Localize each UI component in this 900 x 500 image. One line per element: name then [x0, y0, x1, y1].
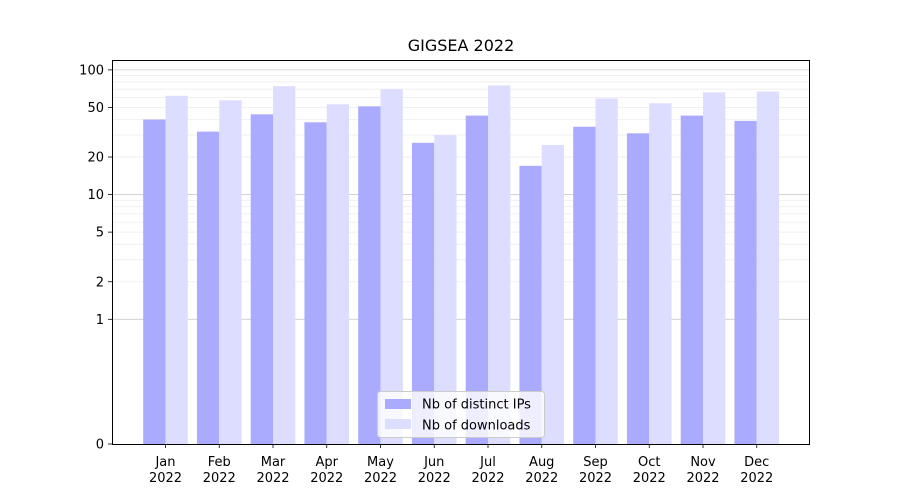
x-tick-label-year: 2022 — [579, 471, 612, 486]
bar-downloads — [649, 103, 672, 444]
chart-title: GIGSEA 2022 — [408, 36, 515, 55]
bar-distinct-ips — [626, 133, 650, 444]
y-tick-label: 1 — [96, 313, 104, 328]
legend-label-downloads: Nb of downloads — [422, 419, 531, 434]
bar-downloads — [434, 135, 457, 445]
x-tick-label-year: 2022 — [149, 471, 182, 486]
x-tick-label-month: Aug — [529, 455, 554, 470]
x-tick-label-year: 2022 — [364, 471, 397, 486]
y-tick-label: 5 — [96, 226, 104, 241]
bar-downloads — [273, 86, 296, 444]
x-tick-label-year: 2022 — [633, 471, 666, 486]
legend-label-distinct-ips: Nb of distinct IPs — [422, 398, 531, 413]
y-tick-label: 10 — [87, 188, 104, 203]
bar-downloads — [703, 92, 726, 445]
legend-swatch-distinct-ips — [385, 399, 411, 409]
bar-distinct-ips — [358, 106, 381, 444]
bars — [143, 85, 780, 445]
x-tick-label-year: 2022 — [471, 471, 504, 486]
x-tick-label-year: 2022 — [686, 471, 719, 486]
x-tick-label-month: Sep — [583, 455, 608, 470]
x-tick-label-year: 2022 — [310, 471, 343, 486]
x-tick-label-month: Jan — [154, 455, 175, 470]
bar-distinct-ips — [573, 126, 596, 444]
legend-box — [377, 391, 545, 438]
x-tick-label-year: 2022 — [418, 471, 451, 486]
bar-distinct-ips — [196, 131, 220, 445]
bar-downloads — [219, 100, 242, 445]
x-tick-label-month: Apr — [316, 455, 339, 470]
bar-downloads — [541, 144, 565, 445]
x-tick-label-year: 2022 — [525, 471, 558, 486]
y-tick-label: 50 — [87, 101, 104, 116]
plot-frame — [112, 60, 810, 445]
bar-distinct-ips — [465, 115, 488, 444]
y-tick-label: 100 — [79, 63, 104, 78]
y-tick-label: 20 — [87, 151, 104, 166]
bar-distinct-ips — [519, 165, 542, 444]
x-tick-label-month: Dec — [744, 455, 769, 470]
bar-downloads — [326, 104, 350, 445]
x-tick-label-month: Feb — [208, 455, 231, 470]
y-tick-label: 2 — [96, 275, 104, 290]
x-axis: Jan2022Feb2022Mar2022Apr2022May2022Jun20… — [149, 444, 773, 486]
bar-distinct-ips — [143, 119, 166, 444]
x-tick-label-month: Jul — [479, 455, 496, 470]
bar-distinct-ips — [250, 114, 273, 444]
bar-distinct-ips — [734, 120, 757, 444]
y-tick-label: 0 — [96, 438, 104, 453]
bar-downloads — [756, 91, 780, 445]
x-tick-label-month: Mar — [261, 455, 286, 470]
bar-downloads — [595, 98, 618, 445]
legend-swatch-downloads — [385, 419, 411, 429]
bar-distinct-ips — [680, 115, 703, 444]
x-tick-label-month: Nov — [690, 455, 716, 470]
x-tick-label-month: Jun — [423, 455, 444, 470]
x-tick-label-year: 2022 — [203, 471, 236, 486]
y-axis: 0 1 2 5 10 20 50 100 — [79, 63, 112, 453]
bar-distinct-ips — [411, 142, 435, 445]
x-tick-label-year: 2022 — [740, 471, 773, 486]
x-tick-label-year: 2022 — [256, 471, 289, 486]
bar-downloads — [380, 89, 403, 444]
x-tick-label-month: May — [367, 455, 394, 470]
x-tick-label-month: Oct — [638, 455, 660, 470]
bar-downloads — [488, 85, 511, 444]
bar-downloads — [165, 95, 188, 445]
legend: Nb of distinct IPs Nb of downloads — [377, 391, 545, 438]
bar-distinct-ips — [304, 122, 327, 445]
